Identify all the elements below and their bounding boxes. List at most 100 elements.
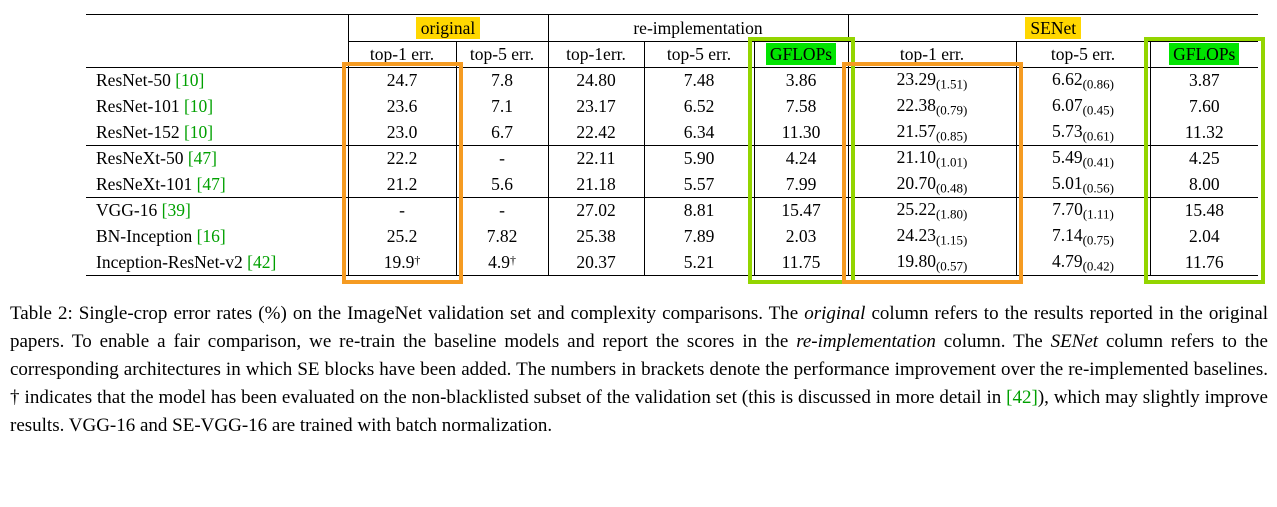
cell-reimpl-gflops: 7.99 xyxy=(753,171,848,198)
header-senet-gflops: GFLOPs xyxy=(1149,41,1258,68)
cell-reimpl-gflops: 15.47 xyxy=(753,197,848,224)
group-header-row: original re-implementation SENet xyxy=(86,14,1258,42)
improvement-subscript: (0.75) xyxy=(1082,232,1115,248)
model-name: ResNet-50 xyxy=(96,70,171,91)
cell-reimpl-top1: 23.17 xyxy=(547,93,644,120)
improvement-subscript: (0.86) xyxy=(1082,76,1115,92)
cell-original-top1: 19.9† xyxy=(347,249,456,276)
improvement-subscript: (1.15) xyxy=(935,232,968,248)
value: 19.9 xyxy=(383,251,415,272)
improvement-subscript: (0.61) xyxy=(1082,128,1115,143)
cell-original-top5: 7.82 xyxy=(455,223,548,250)
improvement-subscript: (0.85) xyxy=(935,128,968,143)
cell-original-top1: 21.2 xyxy=(347,171,456,198)
improvement-subscript: (1.80) xyxy=(935,206,968,222)
cell-senet-top5: 5.01(0.56) xyxy=(1015,171,1150,198)
cell-original-top5: - xyxy=(455,197,548,224)
value: 5.73 xyxy=(1051,120,1083,141)
citation-link[interactable]: [42] xyxy=(247,251,277,272)
cell-reimpl-top5: 5.57 xyxy=(643,171,754,198)
label-reimplementation: re-implementation xyxy=(633,17,763,38)
cell-reimpl-top1: 24.80 xyxy=(547,67,644,94)
cell-reimpl-top5: 8.81 xyxy=(643,197,754,224)
improvement-subscript: (0.56) xyxy=(1082,180,1115,195)
model-name: ResNeXt-50 xyxy=(96,148,184,169)
cell-reimpl-top5: 5.90 xyxy=(643,145,754,172)
cell-senet-top1: 21.10(1.01) xyxy=(847,145,1016,172)
caption-text: column refers to the corresponding archi… xyxy=(10,331,1268,408)
cell-senet-gflops: 15.48 xyxy=(1149,197,1258,224)
cell-original-top5: 5.6 xyxy=(455,171,548,198)
citation-link[interactable]: [10] xyxy=(183,96,214,116)
citation-link[interactable]: [39] xyxy=(161,200,191,221)
improvement-subscript: (0.48) xyxy=(935,180,968,195)
citation-link[interactable]: [10] xyxy=(183,121,214,142)
value: 7.70 xyxy=(1052,199,1083,219)
dagger-mark: † xyxy=(414,252,421,267)
header-reimpl-top1: top-1err. xyxy=(547,41,644,68)
caption-term-senet: SENet xyxy=(1050,331,1099,352)
model-cell: Inception-ResNet-v2 [42] xyxy=(86,249,348,276)
cell-senet-top1: 25.22(1.80) xyxy=(847,197,1016,224)
table-row: VGG-16 [39] - - 27.02 8.81 15.47 25.22(1… xyxy=(86,197,1258,224)
cell-original-top1: 22.2 xyxy=(347,145,456,172)
cell-senet-top1: 20.70(0.48) xyxy=(847,171,1016,198)
model-cell: ResNet-152 [10] xyxy=(86,119,348,146)
cell-reimpl-gflops: 3.86 xyxy=(753,67,848,94)
citation-link[interactable]: [10] xyxy=(175,70,205,91)
cell-reimpl-gflops: 7.58 xyxy=(753,93,848,120)
cell-senet-top1: 24.23(1.15) xyxy=(847,223,1016,250)
caption-text: Table 2: Single-crop error rates (%) on … xyxy=(10,303,805,324)
cell-reimpl-gflops: 2.03 xyxy=(753,223,848,250)
cell-senet-top1: 22.38(0.79) xyxy=(847,93,1016,120)
table-caption: Table 2: Single-crop error rates (%) on … xyxy=(10,300,1268,440)
value: 6.62 xyxy=(1051,69,1083,89)
cell-reimpl-top5: 7.89 xyxy=(643,223,754,250)
cell-original-top5: 6.7 xyxy=(455,119,548,146)
cell-senet-gflops: 2.04 xyxy=(1149,223,1258,250)
citation-link[interactable]: [16] xyxy=(196,226,226,246)
highlight-senet: SENet xyxy=(1025,16,1082,39)
highlight-original: original xyxy=(415,16,481,39)
cell-original-top5: - xyxy=(455,145,548,172)
table-row: ResNeXt-50 [47] 22.2 - 22.11 5.90 4.24 2… xyxy=(86,145,1258,172)
results-table-container: original re-implementation SENet top-1 e… xyxy=(86,14,1265,284)
table-row: Inception-ResNet-v2 [42] 19.9† 4.9† 20.3… xyxy=(86,249,1258,276)
improvement-subscript: (1.11) xyxy=(1082,206,1114,222)
model-name: VGG-16 xyxy=(96,200,158,221)
cell-senet-gflops: 4.25 xyxy=(1149,145,1258,172)
cell-senet-top1: 19.80(0.57) xyxy=(847,249,1016,276)
cell-original-top5: 7.8 xyxy=(455,67,548,94)
caption-text: column. The xyxy=(935,331,1051,352)
cell-senet-top1: 21.57(0.85) xyxy=(847,119,1016,146)
cell-reimpl-top1: 25.38 xyxy=(547,223,644,250)
model-cell: ResNet-50 [10] xyxy=(86,68,348,94)
model-name: ResNet-152 xyxy=(96,121,180,142)
citation-link[interactable]: [47] xyxy=(187,148,218,169)
citation-link[interactable]: [42] xyxy=(1006,387,1038,408)
cell-original-top5: 7.1 xyxy=(455,93,548,120)
cell-senet-top5: 4.79(0.42) xyxy=(1015,249,1150,276)
cell-reimpl-top1: 21.18 xyxy=(547,171,644,198)
header-original-top1: top-1 err. xyxy=(347,41,456,68)
corner-cell xyxy=(86,41,348,68)
cell-reimpl-top5: 6.52 xyxy=(643,93,754,120)
cell-reimpl-top5: 6.34 xyxy=(643,119,754,146)
value: 20.70 xyxy=(896,172,936,193)
model-name: Inception-ResNet-v2 xyxy=(96,251,243,272)
value: 6.07 xyxy=(1051,94,1083,115)
table-row: ResNeXt-101 [47] 21.2 5.6 21.18 5.57 7.9… xyxy=(86,171,1258,198)
value: 19.80 xyxy=(896,250,936,271)
improvement-subscript: (0.42) xyxy=(1082,258,1115,273)
cell-reimpl-gflops: 11.30 xyxy=(753,119,848,146)
model-name: BN-Inception xyxy=(96,226,193,246)
value: 25.22 xyxy=(896,199,936,219)
cell-reimpl-gflops: 11.75 xyxy=(753,249,848,276)
citation-link[interactable]: [47] xyxy=(196,173,226,194)
table-row: BN-Inception [16] 25.2 7.82 25.38 7.89 2… xyxy=(86,223,1258,250)
improvement-subscript: (1.01) xyxy=(935,154,968,170)
model-cell: ResNet-101 [10] xyxy=(86,94,348,120)
improvement-subscript: (1.51) xyxy=(935,76,968,92)
model-cell: VGG-16 [39] xyxy=(86,198,348,224)
cell-senet-top1: 23.29(1.51) xyxy=(847,67,1016,94)
